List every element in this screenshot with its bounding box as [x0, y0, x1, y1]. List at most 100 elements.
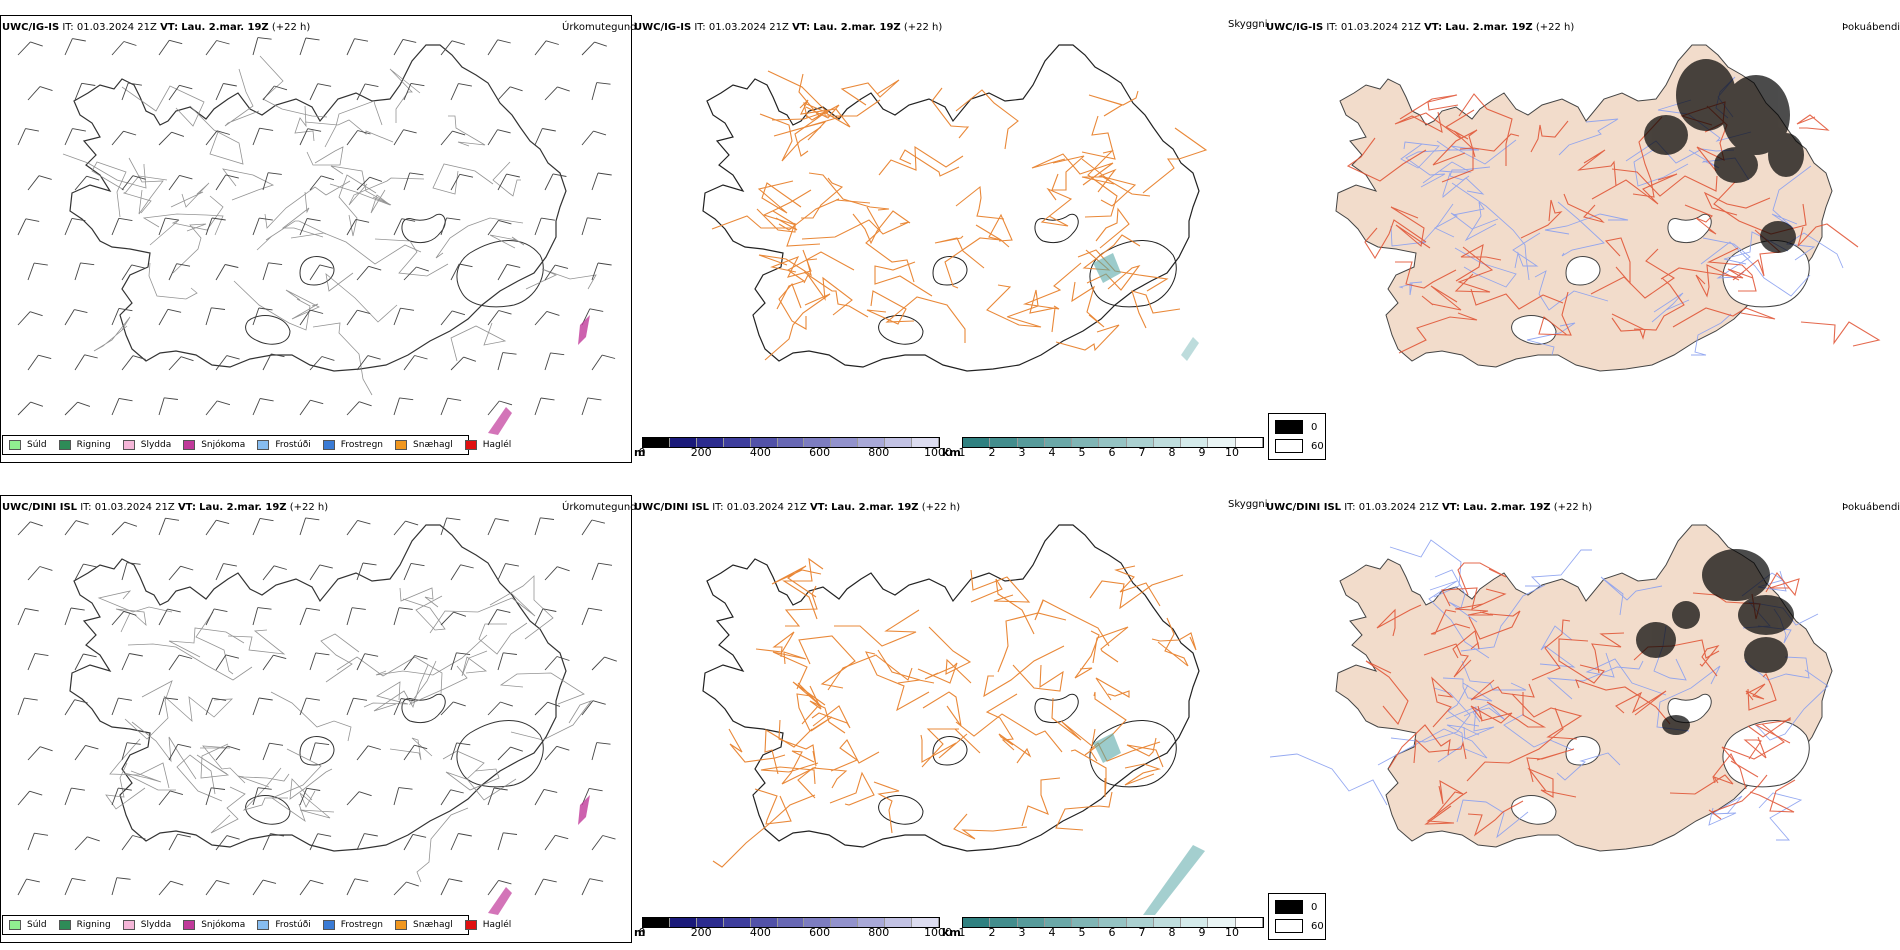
coastline: [1335, 524, 1833, 852]
wind-barb-icon: [205, 608, 228, 626]
wind-barb-icon: [497, 563, 519, 581]
wind-barb-icon: [440, 878, 463, 896]
visibility-colorbar-bottom: [962, 917, 1264, 928]
wind-barb-icon: [27, 354, 52, 371]
wind-barb-icon: [299, 128, 322, 146]
panel-title-vis-bottom: UWC/DINI ISL IT: 01.03.2024 21Z VT: Lau.…: [634, 502, 961, 513]
legend-item-rigning: Rigning: [58, 440, 111, 450]
tick-label: 10: [1225, 446, 1239, 459]
wind-barb-icon: [158, 517, 180, 536]
wind-barb-icon: [581, 878, 604, 896]
wind-barb-icon: [121, 835, 146, 851]
wind-barb-icon: [74, 836, 100, 851]
wind-barb-icon: [27, 652, 49, 671]
wind-barb-icon: [252, 697, 273, 716]
wind-barb-icon: [497, 746, 523, 761]
wind-barb-icon: [497, 263, 521, 281]
wind-barb-icon: [205, 879, 230, 896]
wind-barb-icon: [346, 38, 369, 56]
fog-legend-bottom: 0 60: [1268, 893, 1326, 940]
wind-barb-icon: [403, 562, 425, 581]
tick-label: 9: [1198, 446, 1206, 459]
wind-barb-icon: [487, 310, 512, 326]
tick-label: 7: [1138, 446, 1146, 459]
wind-barb-icon: [17, 878, 40, 896]
wind-barb-icon: [534, 701, 561, 716]
wind-barb-icon: [262, 742, 284, 761]
wind-barb-icon: [299, 517, 320, 536]
tick-label: 800: [868, 446, 890, 459]
wind-barb-icon: [111, 697, 132, 716]
wind-barb-icon: [74, 354, 98, 371]
legend-item-slydda: Slydda: [122, 920, 171, 930]
wind-barb-icon: [205, 400, 231, 416]
wind-barb-icon: [356, 83, 379, 101]
height-unit-top: m: [634, 446, 646, 459]
wind-barb-icon: [299, 399, 324, 416]
height-ticks-top: 0 200 400 600 800 1000: [639, 446, 953, 460]
wind-barb-icon: [309, 175, 335, 191]
wind-barb-icon: [168, 654, 193, 671]
wind-barb-icon: [64, 217, 86, 236]
wind-barb-icon: [168, 565, 194, 581]
wind-barb-icon: [262, 262, 283, 281]
wind-barb-icon: [450, 173, 474, 191]
wind-barb-icon: [168, 263, 191, 281]
wind-barb-icon: [121, 175, 146, 191]
wind-barb-icon: [581, 519, 606, 536]
wind-barb-icon: [111, 307, 133, 326]
tick-label: 9: [1198, 926, 1206, 939]
wind-barb-icon: [534, 217, 555, 236]
wind-barb-icon: [27, 86, 53, 101]
wind-barb-icon: [121, 82, 142, 101]
wind-barb-icon: [299, 309, 324, 326]
wind-barb-icon: [403, 355, 428, 371]
tick-label: 400: [749, 926, 771, 939]
wind-barb-icon: [205, 40, 230, 56]
wind-barb-icon: [64, 607, 85, 626]
wind-barb-icon: [215, 835, 240, 851]
wind-barb-icon: [64, 128, 86, 146]
wind-barb-icon: [74, 744, 99, 761]
wind-barb-icon: [534, 788, 558, 806]
wind-barb-icon: [440, 397, 462, 416]
wind-barb-icon: [393, 307, 415, 326]
wind-barb-icon: [487, 701, 513, 716]
legend-item-snæhagl: Snæhagl: [395, 920, 453, 930]
tick-label: 3: [1018, 446, 1026, 459]
wind-barb-icon: [356, 176, 383, 191]
tick-label: 200: [690, 446, 712, 459]
wind-barb-icon: [111, 610, 137, 626]
wind-barb-icon: [440, 130, 466, 146]
wind-barb-icon: [205, 307, 226, 326]
wind-barb-icon: [17, 697, 38, 716]
height-colorbar-bottom: [642, 917, 940, 928]
wind-barb-icon: [64, 877, 86, 896]
wind-barb-icon: [17, 311, 43, 326]
wind-barb-icon: [205, 787, 226, 806]
panel-title-fog-bottom: UWC/DINI ISL IT: 01.03.2024 21Z VT: Lau.…: [1266, 502, 1593, 513]
legend-item-rigning: Rigning: [58, 920, 111, 930]
precip-legend-bottom: Súld Rigning Slydda Snjókoma Frostúði Frostre…: [2, 915, 511, 935]
tick-label: 2: [988, 446, 996, 459]
wind-barb-icon: [27, 832, 49, 851]
panel-title-precip-top: UWC/IG-IS IT: 01.03.2024 21Z VT: Lau. 2.…: [2, 22, 311, 33]
wind-barb-icon: [581, 397, 602, 416]
wind-barb-icon: [346, 130, 371, 146]
wind-barb-icon: [534, 128, 556, 146]
wind-barb-icon: [111, 130, 137, 146]
fog-legend-top: 0 60: [1268, 413, 1326, 460]
precip-panel-top: [0, 15, 632, 463]
wind-barb-icon: [111, 877, 131, 896]
wind-barb-icon: [393, 38, 417, 56]
wind-barb-icon: [215, 355, 240, 371]
wind-barb-icon: [534, 878, 557, 896]
wind-barb-icon: [309, 652, 330, 671]
tick-label: 400: [749, 446, 771, 459]
wind-barb-icon: [299, 879, 324, 896]
tick-label: 1: [958, 926, 966, 939]
wind-barb-icon: [262, 565, 287, 581]
tick-label: 8: [1168, 926, 1176, 939]
wind-barb-icon: [487, 39, 511, 56]
wind-barb-icon: [440, 789, 464, 806]
